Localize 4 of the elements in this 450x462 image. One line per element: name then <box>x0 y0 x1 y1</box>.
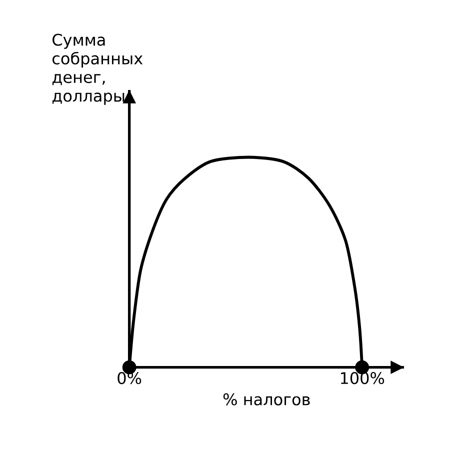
y-axis-title: Сумма собранных денег, доллары <box>52 34 143 105</box>
x-axis-title: % налогов <box>223 393 310 406</box>
x-tick-label: 100% <box>340 372 384 384</box>
x-tick-label: 0% <box>118 372 142 384</box>
